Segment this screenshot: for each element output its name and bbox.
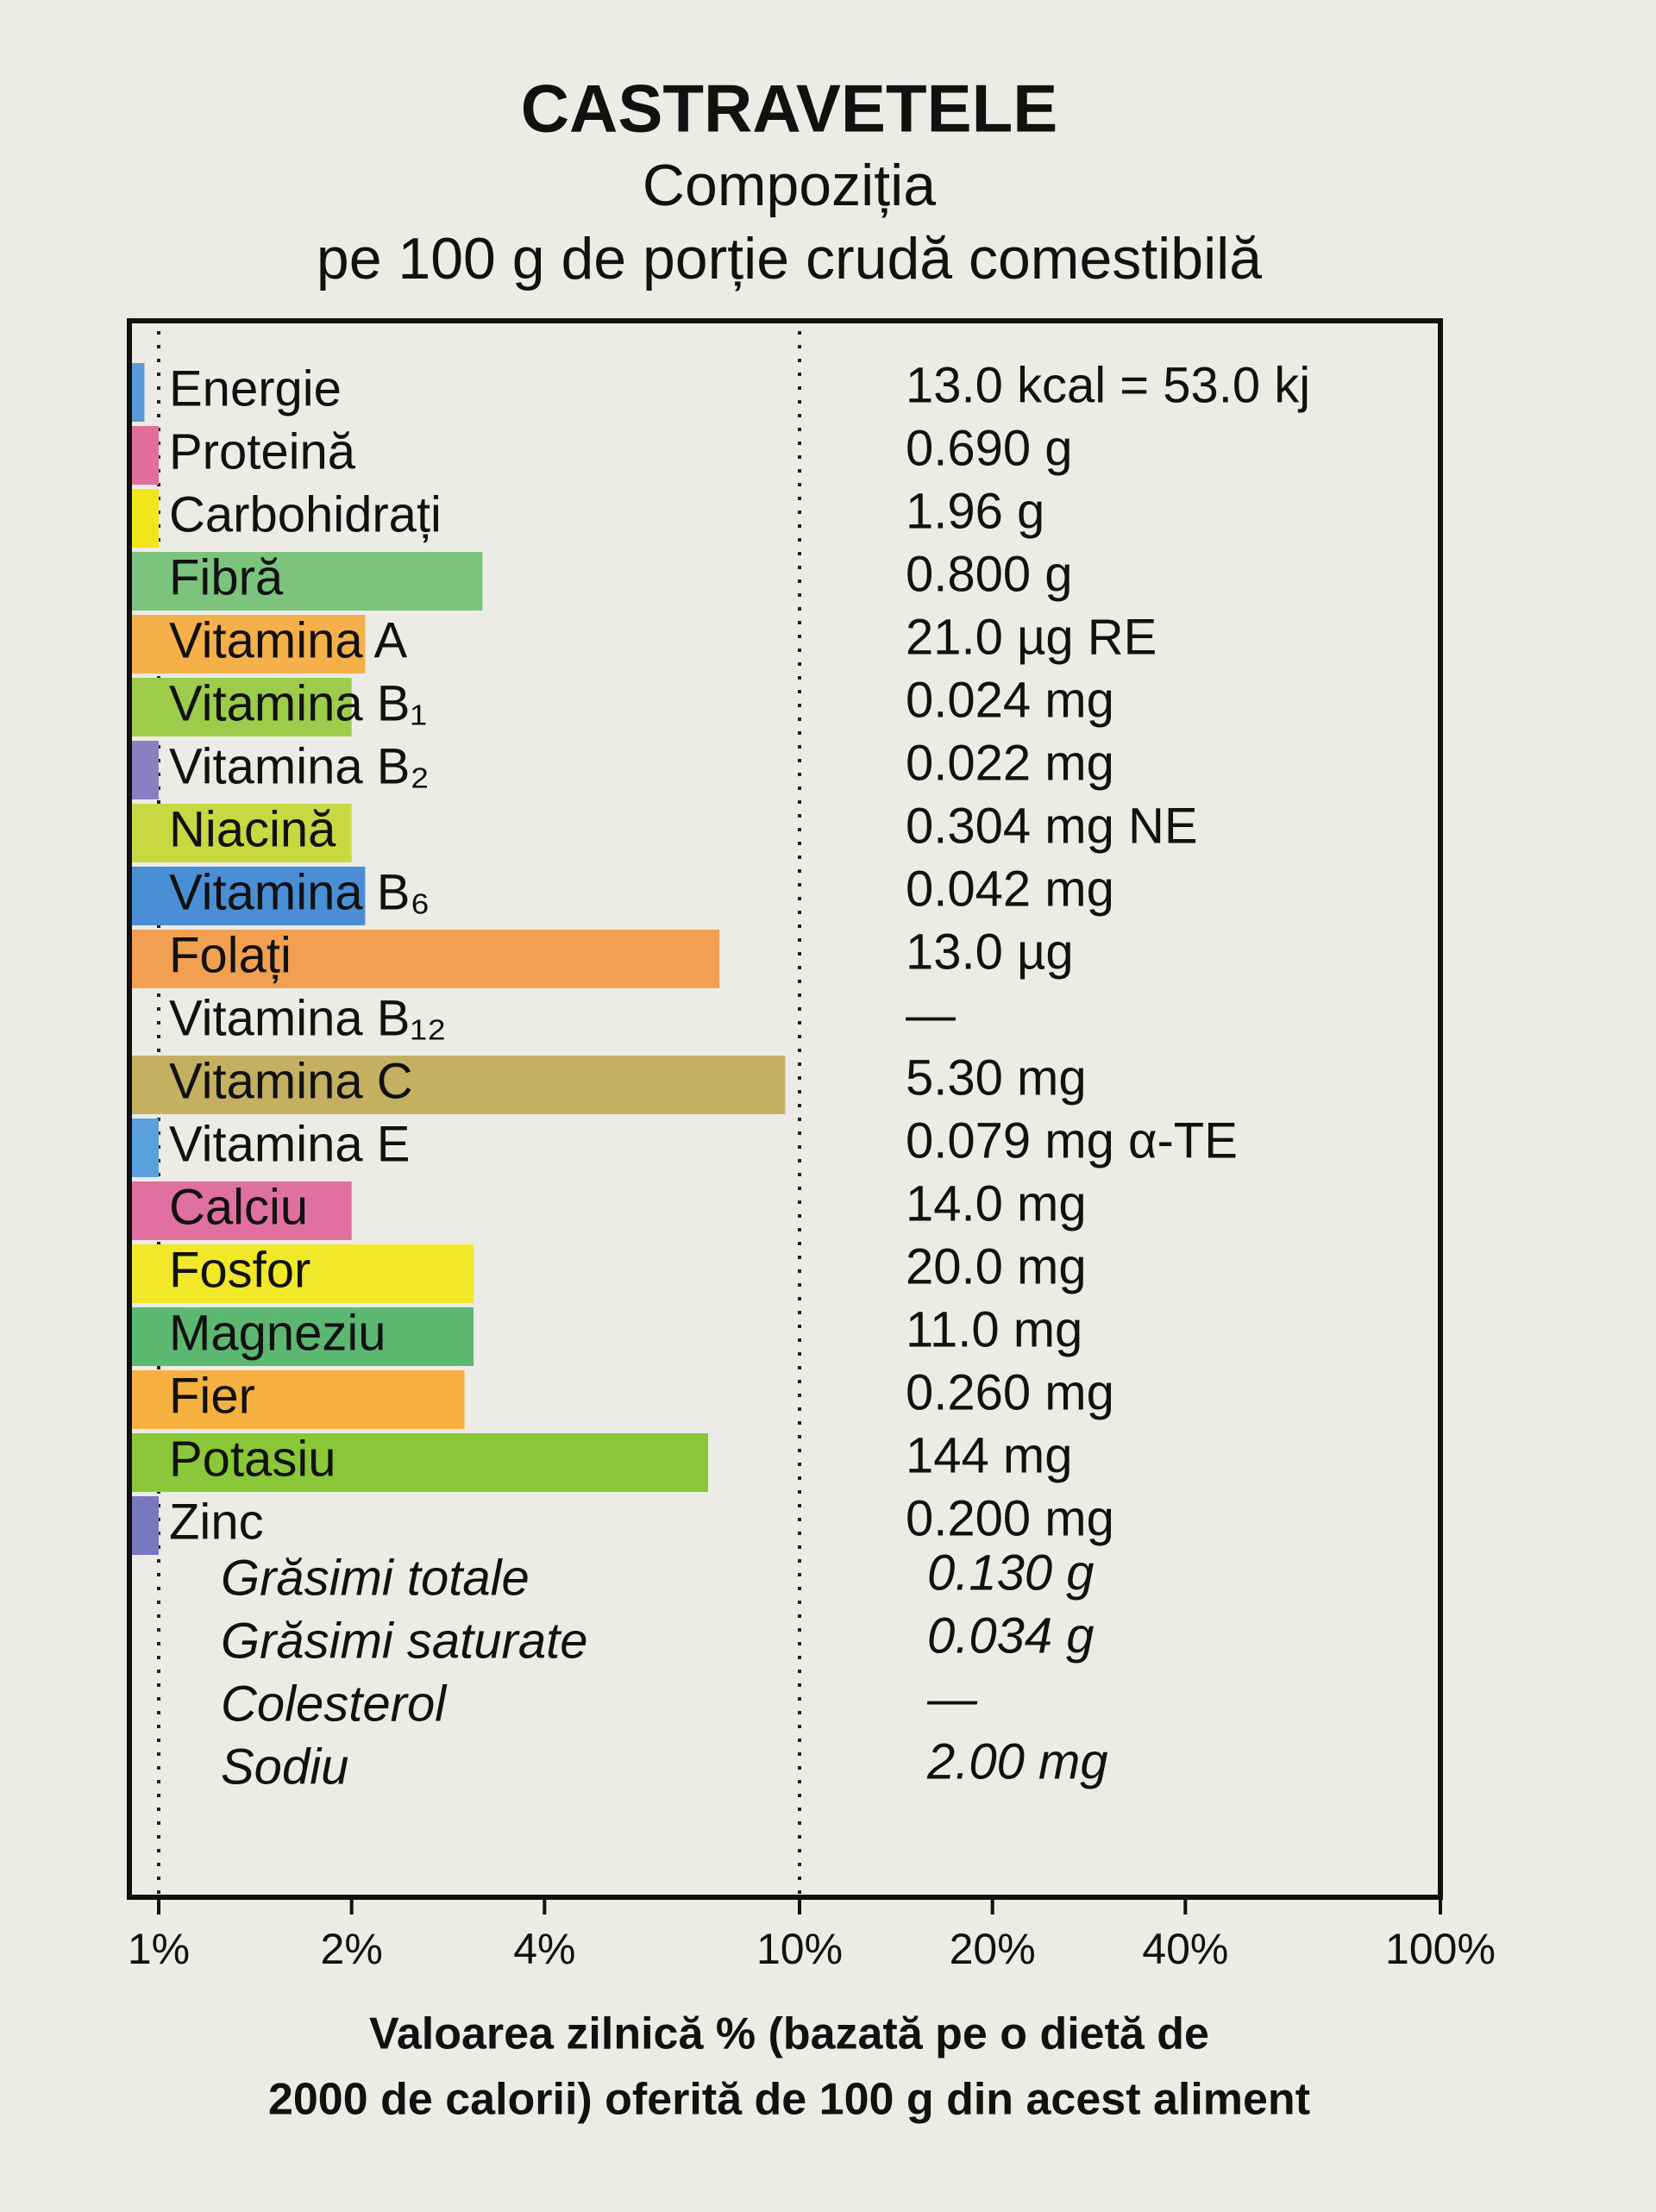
bar bbox=[131, 1119, 159, 1177]
nutrient-amount: — bbox=[926, 1670, 978, 1726]
bar bbox=[131, 1181, 352, 1240]
nutrient-amount: 0.034 g bbox=[927, 1607, 1095, 1664]
x-tick-label: 1% bbox=[128, 1925, 190, 1973]
nutrient-name: Vitamina C bbox=[169, 1053, 413, 1109]
bar bbox=[131, 1307, 474, 1366]
nutrient-amount: 0.024 mg bbox=[906, 672, 1114, 728]
bar bbox=[131, 615, 366, 674]
nutrient-name: Fibră bbox=[169, 549, 284, 605]
nutrient-name: Fosfor bbox=[169, 1242, 310, 1298]
nutrient-name: Vitamina A bbox=[169, 612, 408, 668]
nutrient-amount: — bbox=[906, 987, 956, 1043]
nutrient-name: Sodiu bbox=[221, 1739, 348, 1795]
nutrient-amount: 21.0 µg RE bbox=[906, 609, 1157, 665]
nutrient-name: Vitamina E bbox=[169, 1116, 410, 1172]
nutrient-amount: 0.200 mg bbox=[906, 1490, 1114, 1546]
nutrient-name: Calciu bbox=[169, 1179, 308, 1235]
nutrient-amount: 14.0 mg bbox=[906, 1175, 1087, 1231]
nutrient-name: Carbohidrați bbox=[169, 486, 442, 542]
nutrient-amount: 1.96 g bbox=[906, 483, 1044, 539]
nutrient-amount: 0.690 g bbox=[906, 420, 1073, 476]
nutrient-amount: 0.260 mg bbox=[906, 1364, 1114, 1420]
bar bbox=[131, 1496, 159, 1555]
chart-subtitle: pe 100 g de porție crudă comestibilă bbox=[317, 226, 1262, 291]
bar bbox=[131, 1433, 708, 1492]
nutrient-amount: 11.0 mg bbox=[906, 1301, 1082, 1357]
bar bbox=[131, 1370, 465, 1429]
nutrient-name: Grăsimi saturate bbox=[221, 1613, 587, 1669]
bar bbox=[131, 426, 159, 485]
nutrient-amount: 0.130 g bbox=[927, 1545, 1095, 1601]
nutrient-amount: 2.00 mg bbox=[926, 1733, 1108, 1789]
nutrient-name: Niacină bbox=[169, 801, 336, 857]
bar bbox=[131, 552, 483, 611]
x-tick-label: 2% bbox=[321, 1925, 383, 1973]
nutrient-name: Vitamina B₁ bbox=[169, 675, 427, 731]
nutrient-amount: 13.0 µg bbox=[906, 924, 1074, 980]
nutrient-amount: 0.042 mg bbox=[906, 861, 1114, 917]
x-tick-label: 4% bbox=[513, 1925, 575, 1973]
nutrient-amount: 0.022 mg bbox=[906, 735, 1114, 791]
nutrient-name: Proteină bbox=[169, 423, 356, 479]
bar bbox=[131, 741, 159, 799]
nutrient-name: Zinc bbox=[169, 1494, 264, 1550]
bar bbox=[131, 363, 145, 422]
nutrient-name: Folați bbox=[169, 927, 292, 983]
nutrient-amount: 13.0 kcal = 53.0 kj bbox=[906, 357, 1310, 413]
nutrient-amount: 144 mg bbox=[906, 1427, 1072, 1483]
nutrient-name: Vitamina B₂ bbox=[169, 738, 430, 794]
nutrient-name: Potasiu bbox=[169, 1431, 336, 1487]
x-axis-label: 2000 de calorii) oferită de 100 g din ac… bbox=[268, 2075, 1310, 2125]
nutrient-name: Vitamina B₁₂ bbox=[169, 990, 447, 1046]
x-tick-label: 10% bbox=[756, 1925, 843, 1973]
nutrient-name: Fier bbox=[169, 1368, 255, 1424]
nutrient-amount: 0.304 mg NE bbox=[906, 798, 1198, 854]
x-tick-label: 100% bbox=[1385, 1925, 1496, 1973]
nutrient-name: Energie bbox=[169, 360, 342, 417]
nutrient-amount: 20.0 mg bbox=[906, 1238, 1087, 1294]
nutrient-name: Grăsimi totale bbox=[221, 1550, 530, 1606]
bar bbox=[131, 678, 352, 736]
bar bbox=[131, 930, 720, 988]
x-tick-label: 20% bbox=[950, 1925, 1036, 1973]
chart-subtitle: Compoziția bbox=[643, 153, 936, 218]
nutrient-name: Colesterol bbox=[221, 1676, 448, 1732]
bar bbox=[131, 804, 352, 862]
bar bbox=[131, 867, 366, 925]
plot-frame bbox=[127, 318, 1443, 1900]
x-tick-label: 40% bbox=[1142, 1925, 1228, 1973]
nutrient-amount: 5.30 mg bbox=[906, 1050, 1087, 1106]
x-axis-label: Valoarea zilnică % (bazată pe o dietă de bbox=[369, 2009, 1209, 2059]
bar bbox=[131, 489, 159, 548]
nutrient-amount: 0.800 g bbox=[906, 546, 1073, 602]
bar bbox=[131, 1244, 474, 1303]
chart-title: CASTRAVETELE bbox=[521, 71, 1058, 147]
bar bbox=[131, 1056, 786, 1114]
nutrient-amount: 0.079 mg α-TE bbox=[906, 1112, 1238, 1169]
nutrient-name: Vitamina B₆ bbox=[169, 864, 430, 920]
nutrient-name: Magneziu bbox=[169, 1305, 386, 1361]
